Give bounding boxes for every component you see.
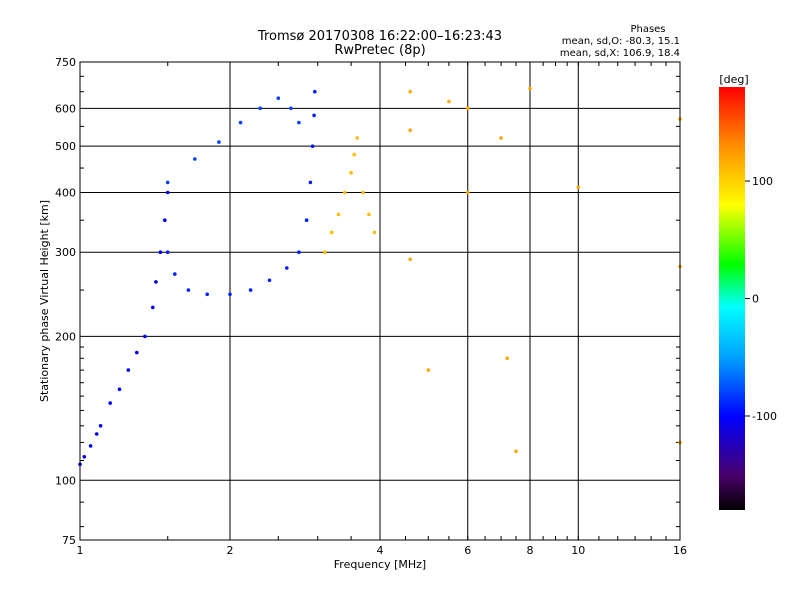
data-point	[372, 230, 377, 235]
colorbar-tick-label: 0	[752, 293, 759, 306]
data-point	[276, 96, 281, 100]
colorbar-ticks: 100 0 -100	[745, 175, 777, 423]
stats-line-x: mean, sd,X: 106.9, 18.4	[560, 48, 680, 59]
data-point	[465, 106, 470, 111]
data-point	[514, 449, 518, 454]
data-point	[361, 190, 365, 195]
data-point	[217, 140, 221, 144]
data-point	[352, 152, 357, 157]
y-tick-label: 600	[55, 102, 76, 115]
data-point	[158, 250, 163, 254]
x-tick-label: 8	[527, 544, 534, 557]
data-point	[343, 190, 347, 195]
x-tick-label: 16	[673, 544, 687, 557]
y-tick-label: 500	[55, 140, 76, 153]
data-points	[78, 86, 682, 467]
stats-line-o: mean, sd,O: -80.3, 15.1	[562, 36, 680, 47]
data-point	[408, 257, 413, 262]
y-tick-label: 400	[55, 186, 76, 199]
y-tick-label: 750	[55, 56, 76, 69]
x-tick-label: 6	[464, 544, 471, 557]
data-point	[163, 218, 167, 222]
plot-frame	[79, 61, 681, 541]
y-axis-label: Stationary phase Virtual Height [km]	[38, 200, 51, 402]
data-point	[312, 113, 316, 118]
data-point	[165, 190, 170, 195]
chart-title: Tromsø 20170308 16:22:00–16:23:43	[257, 29, 502, 44]
data-point	[447, 99, 451, 104]
y-tick-labels: 75 100 200 300 400 500 600 750	[55, 56, 76, 547]
data-point	[576, 185, 581, 190]
data-point	[426, 368, 431, 372]
data-point	[143, 334, 147, 339]
data-point	[499, 136, 503, 140]
grid	[79, 62, 681, 540]
colorbar	[719, 87, 745, 510]
data-point	[297, 120, 301, 125]
data-point	[505, 356, 510, 361]
x-tick-label: 4	[377, 544, 384, 557]
data-point	[165, 180, 170, 185]
data-point	[310, 144, 315, 148]
colorbar-tick-label: 100	[752, 175, 773, 188]
colorbar-label: [deg]	[719, 73, 748, 86]
data-point	[98, 424, 103, 428]
data-point	[186, 288, 191, 292]
colorbar-tick-label: -100	[752, 410, 777, 423]
x-tick-labels: 1 2 4 6 8 10 16	[77, 544, 688, 557]
y-tick-label: 300	[55, 246, 76, 259]
data-point	[151, 305, 155, 310]
data-point	[297, 250, 301, 254]
x-tick-label: 2	[227, 544, 234, 557]
data-point	[108, 401, 112, 405]
data-point	[336, 212, 341, 217]
data-point	[285, 266, 289, 270]
data-point	[329, 230, 334, 235]
data-point	[408, 89, 413, 94]
data-point	[238, 120, 243, 125]
data-point	[135, 350, 139, 355]
data-point	[154, 280, 158, 284]
data-point	[408, 128, 413, 132]
data-point	[289, 106, 293, 111]
data-point	[82, 455, 87, 459]
x-tick-label: 10	[571, 544, 585, 557]
data-point	[173, 272, 177, 276]
data-point	[308, 180, 313, 185]
data-point	[304, 218, 309, 222]
data-point	[228, 292, 232, 297]
y-tick-label: 100	[55, 474, 76, 487]
data-point	[205, 292, 209, 297]
data-point	[355, 136, 360, 140]
data-point	[126, 368, 131, 372]
stats-header: Phases	[630, 24, 665, 35]
chart-subtitle: RwPretec (8p)	[334, 43, 425, 58]
data-point	[267, 278, 272, 283]
y-tick-label: 200	[55, 330, 76, 343]
data-point	[313, 89, 317, 94]
y-tick-label: 75	[62, 534, 76, 547]
data-point	[367, 212, 371, 217]
data-point	[117, 387, 122, 392]
x-tick-label: 1	[77, 544, 84, 557]
data-point	[465, 190, 470, 195]
data-point	[248, 288, 253, 292]
data-point	[528, 86, 532, 91]
data-point	[88, 444, 93, 448]
data-point	[349, 170, 353, 175]
data-point	[258, 106, 263, 111]
x-axis-label: Frequency [MHz]	[334, 558, 426, 571]
data-point	[165, 250, 170, 254]
data-point	[193, 157, 197, 161]
data-point	[323, 250, 327, 254]
data-point	[94, 432, 99, 436]
